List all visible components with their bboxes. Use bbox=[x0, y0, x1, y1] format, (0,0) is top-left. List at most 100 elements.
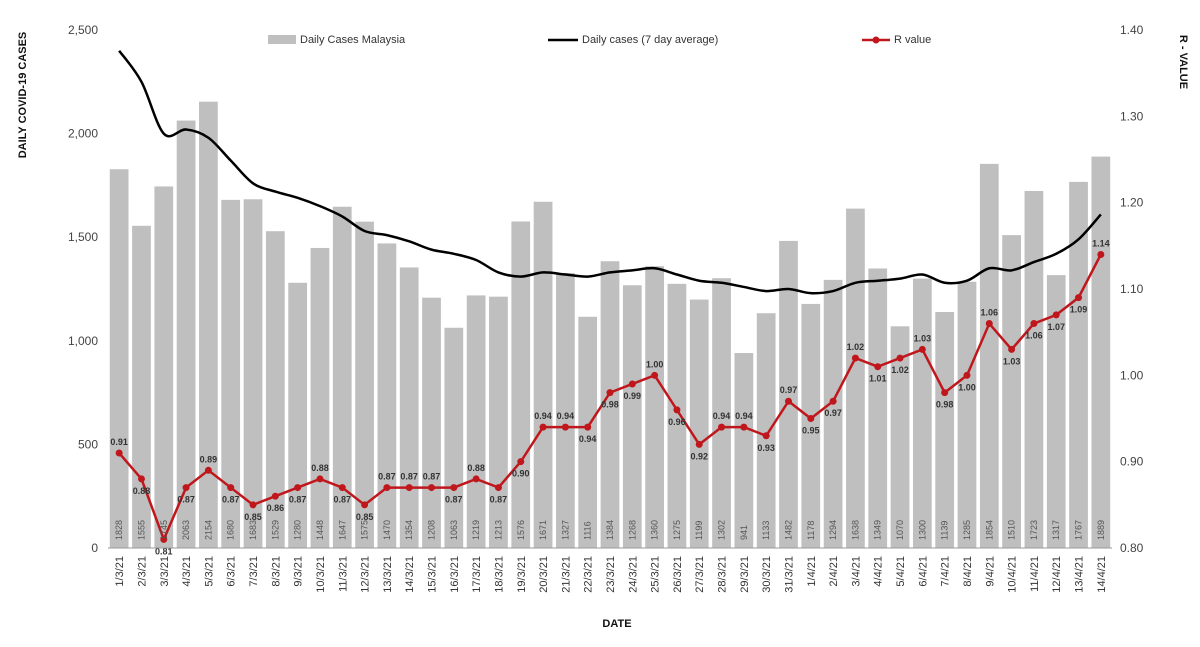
bar bbox=[890, 326, 910, 548]
x-tick-label: 12/4/21 bbox=[1051, 556, 1063, 593]
bar bbox=[221, 199, 241, 548]
r-value-label: 1.06 bbox=[1025, 331, 1043, 341]
r-value-point bbox=[1008, 345, 1016, 353]
x-tick-label: 29/3/21 bbox=[739, 556, 751, 593]
y2-tick-label: 1.20 bbox=[1120, 196, 1144, 210]
bar bbox=[1069, 181, 1088, 548]
x-tick-label: 11/3/21 bbox=[337, 556, 349, 592]
x-tick-label: 1/4/21 bbox=[806, 556, 818, 587]
r-value-point bbox=[115, 449, 123, 457]
bar-value-label: 1576 bbox=[516, 520, 526, 540]
y-tick-label: 0 bbox=[91, 541, 98, 555]
r-value-point bbox=[1097, 250, 1105, 258]
r-value-label: 0.94 bbox=[557, 411, 575, 421]
bar bbox=[422, 297, 441, 548]
r-value-label: 0.91 bbox=[110, 437, 128, 447]
r-value-point bbox=[316, 475, 324, 483]
r-value-label: 0.94 bbox=[579, 434, 597, 444]
bar bbox=[846, 208, 865, 549]
r-value-point bbox=[941, 389, 949, 397]
bar bbox=[265, 231, 285, 548]
bar-value-label: 1275 bbox=[672, 520, 682, 540]
r-value-point bbox=[561, 423, 569, 431]
r-value-label: 0.98 bbox=[601, 400, 619, 410]
r-value-point bbox=[137, 475, 145, 483]
r-value-point bbox=[517, 458, 525, 466]
x-axis-title: DATE bbox=[602, 618, 631, 630]
r-value-label: 0.85 bbox=[244, 512, 262, 522]
y-tick-label: 2,500 bbox=[68, 23, 98, 37]
bar bbox=[332, 206, 352, 549]
r-value-label: 0.87 bbox=[423, 472, 441, 482]
bar bbox=[310, 247, 330, 548]
bar-value-label: 1133 bbox=[761, 521, 771, 540]
x-tick-label: 28/3/21 bbox=[717, 556, 729, 593]
y-tick-label: 2,000 bbox=[68, 127, 98, 141]
y2-tick-label: 0.80 bbox=[1120, 541, 1144, 555]
r-value-label: 0.87 bbox=[289, 495, 307, 505]
r-value-point bbox=[249, 501, 257, 509]
x-tick-label: 27/3/21 bbox=[694, 556, 706, 593]
y2-tick-label: 1.10 bbox=[1120, 282, 1144, 296]
bar bbox=[154, 186, 174, 548]
x-tick-label: 13/3/21 bbox=[382, 556, 394, 593]
r-value-point bbox=[1075, 294, 1083, 302]
x-tick-label: 14/3/21 bbox=[404, 556, 416, 593]
y2-tick-label: 1.30 bbox=[1120, 109, 1144, 123]
average-line bbox=[118, 49, 1102, 295]
r-value-label: 0.87 bbox=[400, 472, 418, 482]
bar-value-label: 1139 bbox=[940, 521, 950, 540]
x-tick-label: 15/3/21 bbox=[427, 556, 439, 593]
r-value-point bbox=[651, 371, 659, 379]
bar bbox=[957, 281, 977, 548]
r-value-label: 0.88 bbox=[311, 463, 329, 473]
bar-value-label: 1300 bbox=[917, 520, 927, 540]
y-tick-label: 1,500 bbox=[68, 230, 98, 244]
bar bbox=[935, 312, 955, 548]
x-tick-label: 22/3/21 bbox=[583, 556, 595, 593]
r-value-label: 1.09 bbox=[1070, 305, 1088, 315]
r-value-label: 1.01 bbox=[869, 374, 887, 384]
bar bbox=[578, 316, 598, 548]
legend-label-avg: Daily cases (7 day average) bbox=[582, 34, 718, 46]
r-value-point bbox=[405, 484, 413, 492]
bar bbox=[801, 303, 821, 548]
bar bbox=[288, 282, 308, 548]
legend-swatch-bars bbox=[268, 35, 296, 44]
x-tick-label: 10/3/21 bbox=[315, 556, 327, 593]
bar-value-label: 941 bbox=[739, 525, 749, 540]
x-tick-label: 7/4/21 bbox=[940, 556, 952, 587]
r-value-point bbox=[740, 423, 748, 431]
bar-value-label: 2154 bbox=[203, 520, 213, 540]
x-tick-label: 16/3/21 bbox=[449, 556, 461, 593]
x-tick-label: 31/3/21 bbox=[783, 556, 795, 593]
y-axis-title: DAILY COVID-19 CASES bbox=[17, 32, 29, 159]
y-tick-label: 1,000 bbox=[68, 334, 98, 348]
bar bbox=[712, 278, 731, 548]
bar bbox=[1046, 275, 1066, 548]
x-tick-label: 12/3/21 bbox=[360, 556, 372, 593]
r-value-labels: 0.91 0.88 0.81 0.87 0.89 0.87 0.85 0.86 0.87 0.88… bbox=[110, 238, 1109, 556]
bar bbox=[243, 199, 263, 548]
r-value-label: 0.89 bbox=[200, 454, 218, 464]
r-value-series bbox=[115, 250, 1105, 543]
bar bbox=[667, 283, 687, 548]
bar-value-label: 1070 bbox=[895, 520, 905, 540]
bar-value-label: 1213 bbox=[493, 520, 503, 540]
r-value-point bbox=[628, 380, 636, 388]
bar bbox=[556, 273, 575, 548]
bar-value-labels: 1828 1555 1745 2063 2154 1680 1683 1529 1280 1448… bbox=[114, 520, 1106, 540]
r-value-point bbox=[718, 423, 726, 431]
x-tick-label: 3/3/21 bbox=[159, 556, 171, 587]
bar bbox=[444, 327, 464, 548]
r-value-point bbox=[450, 484, 458, 492]
r-value-point bbox=[584, 423, 592, 431]
r-value-point bbox=[606, 389, 614, 397]
r-value-point bbox=[227, 484, 235, 492]
x-tick-label: 24/3/21 bbox=[627, 556, 639, 593]
r-value-label: 0.94 bbox=[735, 411, 753, 421]
bar-value-label: 1683 bbox=[248, 520, 258, 540]
x-tick-label: 2/3/21 bbox=[136, 556, 148, 587]
r-value-label: 1.03 bbox=[914, 333, 932, 343]
